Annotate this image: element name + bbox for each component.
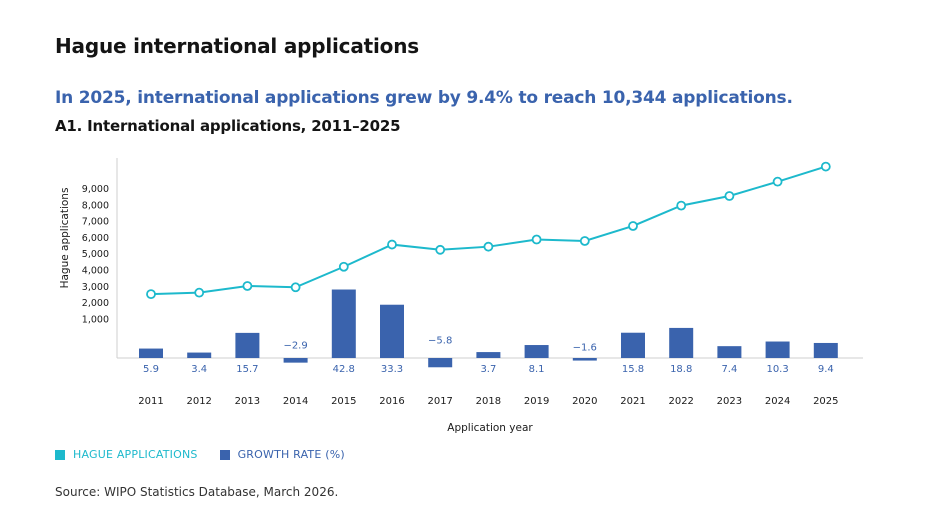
- y-tick-label: 6,000: [82, 233, 109, 244]
- applications-point: [387, 239, 397, 250]
- legend: HAGUE APPLICATIONS GROWTH RATE (%): [55, 448, 367, 461]
- chart-area: 1,000 2,000 3,000 4,000 5,000 6,000 7,000 8,000…: [59, 158, 863, 434]
- growth-bar: [765, 341, 790, 358]
- y-axis-title: Hague applications: [59, 188, 71, 289]
- x-tick-label: 2020: [572, 396, 597, 407]
- bar-value-label: 3.7: [480, 364, 496, 375]
- applications-point: [676, 200, 687, 211]
- applications-point: [290, 282, 301, 293]
- headline: In 2025, international applications grew…: [55, 88, 793, 108]
- y-tick-label: 8,000: [82, 200, 109, 211]
- x-tick-label: 2024: [765, 396, 790, 407]
- growth-bar: [139, 348, 163, 358]
- legend-label-bar: GROWTH RATE (%): [237, 448, 345, 461]
- x-tick-label: 2012: [186, 396, 211, 407]
- growth-bar: [669, 327, 694, 358]
- legend-swatch-line: [55, 449, 65, 460]
- applications-point: [435, 244, 446, 255]
- growth-bar: [428, 358, 453, 368]
- y-tick-label: 5,000: [82, 249, 109, 260]
- x-tick-label: 2023: [717, 396, 742, 407]
- growth-bar: [572, 358, 597, 361]
- x-tick-label: 2015: [331, 396, 356, 407]
- x-tick-label: 2025: [813, 396, 838, 407]
- applications-point: [338, 261, 349, 272]
- x-tick-label: 2013: [235, 396, 260, 407]
- applications-point: [579, 236, 590, 246]
- growth-bar: [331, 289, 356, 358]
- bar-value-label: 10.3: [766, 364, 788, 375]
- bar-value-label: 15.8: [622, 364, 644, 375]
- legend-swatch-bar: [219, 449, 230, 460]
- legend-label-line: HAGUE APPLICATIONS: [73, 448, 198, 461]
- x-tick-label: 2011: [138, 396, 163, 407]
- growth-bar: [717, 346, 742, 358]
- bar-value-label: 18.8: [670, 364, 692, 375]
- applications-point: [724, 191, 735, 201]
- applications-point: [820, 161, 831, 172]
- applications-point: [194, 287, 205, 298]
- y-tick-label: 3,000: [82, 282, 109, 293]
- x-tick-label: 2022: [668, 396, 693, 407]
- source-note: Source: WIPO Statistics Database, March …: [55, 485, 339, 499]
- x-axis-title: Application year: [447, 422, 533, 434]
- growth-bar: [187, 352, 212, 358]
- legend-item-line: HAGUE APPLICATIONS: [55, 448, 198, 461]
- x-tick-label: 2017: [427, 396, 452, 407]
- bar-value-label: 15.7: [236, 364, 258, 375]
- chart-subtitle: A1. International applications, 2011–202…: [55, 117, 401, 135]
- bar-value-label: 9.4: [818, 364, 834, 375]
- bar-value-label: 7.4: [721, 364, 737, 375]
- bar-value-label: 8.1: [529, 364, 545, 375]
- x-tick-label: 2014: [283, 396, 308, 407]
- x-tick-label: 2018: [476, 396, 501, 407]
- growth-bar: [524, 345, 549, 358]
- applications-point: [531, 234, 542, 245]
- applications-point: [242, 281, 253, 291]
- growth-bar: [476, 352, 501, 358]
- y-tick-label: 9,000: [82, 184, 109, 195]
- y-tick-label: 7,000: [82, 217, 109, 228]
- growth-bar: [235, 332, 260, 358]
- bar-value-label: 3.4: [191, 364, 207, 375]
- applications-point: [483, 241, 494, 252]
- y-tick-label: 4,000: [82, 266, 109, 277]
- growth-bar: [283, 358, 308, 363]
- bar-value-label: 42.8: [333, 364, 355, 375]
- legend-item-bar: GROWTH RATE (%): [219, 448, 345, 461]
- growth-bar: [380, 304, 404, 358]
- bar-value-label: −1.6: [573, 342, 597, 353]
- x-tick-label: 2021: [620, 396, 645, 407]
- applications-point: [146, 289, 156, 300]
- x-tick-label: 2019: [524, 396, 549, 407]
- bar-value-label: 33.3: [381, 364, 403, 375]
- bar-value-label: 5.9: [143, 364, 159, 375]
- applications-line: [150, 165, 827, 296]
- bar-value-label: −5.8: [428, 336, 452, 347]
- bar-value-label: −2.9: [283, 340, 307, 351]
- page-title: Hague international applications: [55, 34, 419, 58]
- growth-bar: [813, 342, 838, 358]
- growth-bar: [621, 332, 645, 358]
- x-tick-label: 2016: [379, 396, 404, 407]
- y-tick-label: 2,000: [82, 298, 109, 309]
- applications-point: [772, 176, 783, 187]
- applications-point: [628, 221, 638, 231]
- y-tick-label: 1,000: [82, 314, 109, 325]
